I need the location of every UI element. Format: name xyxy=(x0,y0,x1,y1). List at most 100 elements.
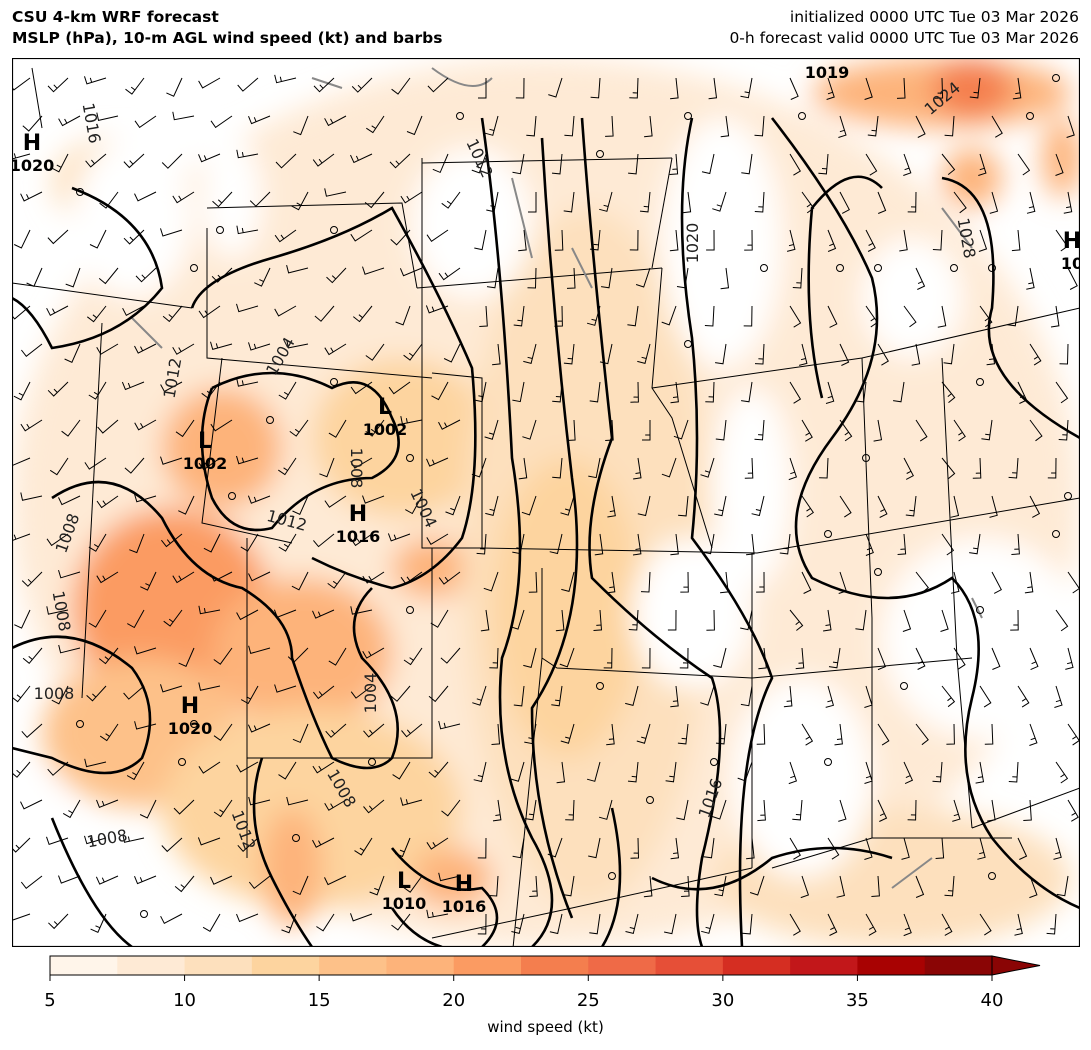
colorbar-label: wind speed (kt) xyxy=(487,1018,604,1036)
wind-barb xyxy=(438,571,461,585)
wind-barb xyxy=(248,645,271,655)
wind-barb xyxy=(1055,229,1069,252)
calm-wind-circle xyxy=(190,720,198,728)
wind-barb xyxy=(312,761,335,774)
calm-wind-circle xyxy=(178,758,186,766)
wind-barb xyxy=(786,229,796,252)
calm-wind-circle xyxy=(608,872,616,880)
calm-wind-circle xyxy=(190,264,198,272)
wind-barb xyxy=(946,723,955,745)
wind-barb xyxy=(661,305,677,326)
wind-barb xyxy=(512,381,525,403)
pressure-center-value: 1019 xyxy=(805,63,850,82)
wind-barb xyxy=(986,343,996,366)
wind-barb xyxy=(798,343,808,366)
wind-barb xyxy=(549,913,563,935)
calm-wind-circle xyxy=(900,682,908,690)
wind-barb xyxy=(492,799,502,822)
colorbar-segment xyxy=(319,956,387,975)
wind-barb xyxy=(129,533,145,554)
wind-barb xyxy=(915,723,929,746)
calm-wind-circle xyxy=(596,682,604,690)
wind-barb xyxy=(560,723,575,744)
wind-barb xyxy=(352,305,373,323)
wind-barb xyxy=(312,609,335,619)
wind-barb xyxy=(365,419,385,437)
wind-barb xyxy=(524,723,537,745)
isobar xyxy=(12,635,152,775)
center-pressure: 1016 xyxy=(336,527,381,546)
wind-barb xyxy=(855,609,867,631)
colorbar-extend-arrow xyxy=(991,955,1041,976)
colorbar-segment xyxy=(722,956,791,975)
calm-wind-circle xyxy=(330,378,338,386)
wind-barb xyxy=(593,609,603,631)
wind-barb xyxy=(554,229,564,251)
wind-barb xyxy=(441,191,461,209)
wind-barb xyxy=(630,837,640,859)
wind-barb xyxy=(740,77,753,99)
wind-barb xyxy=(941,153,956,175)
wind-barb xyxy=(140,571,157,591)
center-letter: H xyxy=(23,131,41,156)
wind-barb xyxy=(603,647,613,669)
isobar xyxy=(770,117,1080,910)
wind-barb xyxy=(274,305,297,317)
wind-barb xyxy=(518,457,528,480)
wind-barb xyxy=(426,837,449,850)
wind-barb xyxy=(363,799,385,814)
wind-barb xyxy=(350,913,373,922)
wind-barb xyxy=(366,115,385,134)
wind-barb xyxy=(472,685,487,706)
wind-barb xyxy=(292,495,309,515)
wind-barb xyxy=(839,419,853,442)
wind-barb xyxy=(58,569,81,579)
wind-barb xyxy=(1029,875,1038,899)
wind-barb xyxy=(670,381,679,404)
wind-barb xyxy=(47,761,69,776)
wind-barb xyxy=(670,837,680,860)
wind-barb xyxy=(236,913,259,923)
wind-barb xyxy=(1046,913,1057,935)
wind-barb xyxy=(720,571,729,594)
wind-barb xyxy=(865,229,876,252)
wind-barb xyxy=(210,419,233,432)
wind-barb xyxy=(134,721,157,730)
wind-barb xyxy=(312,837,335,848)
colorbar-tick-label: 40 xyxy=(981,990,1004,1010)
wind-barb xyxy=(715,419,727,441)
wind-barb xyxy=(751,495,765,517)
wind-barb xyxy=(161,837,183,853)
wind-barb xyxy=(46,533,69,547)
wind-barb xyxy=(275,153,297,169)
colorbar-segment xyxy=(251,956,320,975)
wind-barb xyxy=(98,267,119,285)
wind-barb xyxy=(197,837,221,846)
wind-barb xyxy=(1026,267,1035,290)
wind-barb xyxy=(365,343,385,361)
wind-barb xyxy=(278,457,297,476)
wind-barb xyxy=(792,267,803,289)
wind-barb xyxy=(989,191,999,214)
calm-wind-circle xyxy=(330,226,338,234)
wind-barb xyxy=(430,609,449,628)
wind-barb xyxy=(443,343,461,363)
wind-barb xyxy=(953,647,966,670)
calm-area xyxy=(72,138,192,298)
wind-barb xyxy=(22,115,43,132)
wind-barb xyxy=(526,115,537,137)
calm-wind-circle xyxy=(988,872,996,880)
wind-barb xyxy=(363,723,385,738)
wind-barb xyxy=(1026,191,1036,214)
wind-barb xyxy=(789,837,801,860)
wind-barb xyxy=(915,115,926,138)
wind-barb xyxy=(12,913,31,921)
wind-barb xyxy=(248,796,271,806)
calm-wind-circle xyxy=(976,606,984,614)
wind-barb xyxy=(855,381,867,403)
wind-barb xyxy=(522,419,537,440)
center-letter: L xyxy=(198,429,212,454)
wind-barb xyxy=(198,605,221,615)
wind-barb xyxy=(865,533,874,556)
wind-barb xyxy=(210,115,233,129)
